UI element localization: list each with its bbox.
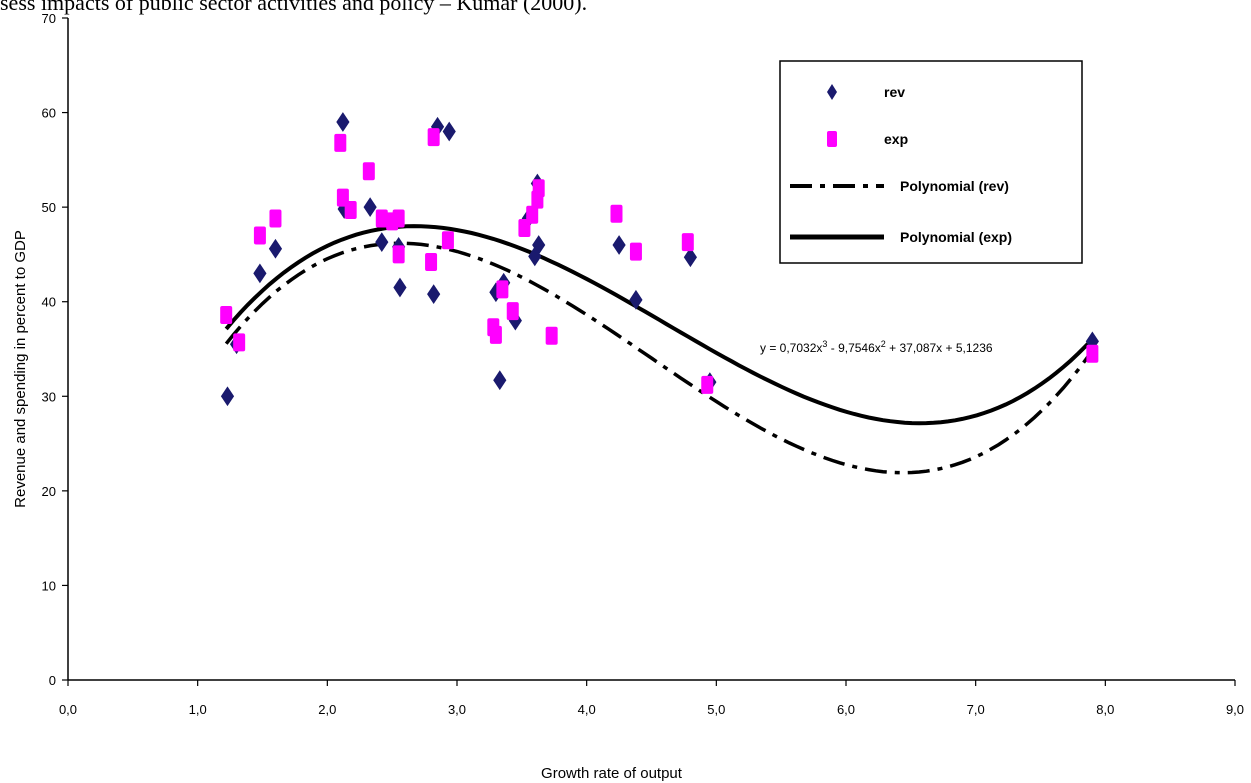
document-header-text: sess impacts of public sector activities… <box>0 0 588 15</box>
x-tick-label: 1,0 <box>189 702 207 717</box>
exp-point <box>489 325 502 344</box>
exp-point <box>526 205 539 224</box>
y-tick-label: 70 <box>42 11 56 26</box>
rev-point <box>683 247 698 268</box>
rev-point <box>393 277 407 298</box>
rev-point <box>375 232 389 253</box>
exp-point <box>375 209 388 228</box>
rev-point <box>442 121 456 142</box>
rev-point <box>253 263 267 284</box>
legend-label: Polynomial (exp) <box>900 229 1012 245</box>
y-tick-label: 20 <box>42 484 56 499</box>
exp-point <box>233 333 246 352</box>
exp-point <box>392 245 405 264</box>
exp-point <box>701 375 714 394</box>
trendline-equation: y = 0,7032x3 - 9,7546x2 + 37,087x + 5,12… <box>760 339 993 355</box>
trendline-rev <box>224 241 1094 475</box>
x-tick-label: 0,0 <box>59 702 77 717</box>
exp-point <box>506 302 519 321</box>
y-tick-label: 40 <box>42 295 56 310</box>
rev-point <box>363 197 377 218</box>
rev-point <box>427 284 441 305</box>
exp-point <box>427 128 440 147</box>
legend-label: exp <box>884 131 908 147</box>
legend-exp-marker <box>827 131 837 147</box>
x-tick-label: 4,0 <box>578 702 596 717</box>
chart-legend: rev exp Polynomial (rev) Polynomial (exp) <box>779 60 1083 264</box>
data-points <box>220 112 1099 407</box>
rev-point <box>493 370 507 391</box>
exp-point <box>545 326 558 345</box>
exp-point <box>532 179 545 198</box>
x-tick-label: 5,0 <box>707 702 725 717</box>
x-tick-label: 7,0 <box>967 702 985 717</box>
exp-point <box>496 280 509 299</box>
exp-point <box>362 162 375 181</box>
trendlines <box>224 224 1094 475</box>
y-tick-label: 50 <box>42 200 56 215</box>
chart-axes: 0,0 1,0 2,0 3,0 4,0 5,0 6,0 7,0 8,0 9,0 0 10 20 30 40 5… <box>42 11 1245 717</box>
exp-point <box>1086 344 1099 363</box>
legend-label: rev <box>884 84 905 100</box>
legend-label: Polynomial (rev) <box>900 178 1009 194</box>
x-tick-label: 9,0 <box>1226 702 1244 717</box>
rev-point <box>336 112 350 132</box>
legend-rev-marker <box>827 84 837 100</box>
rev-point <box>532 235 546 255</box>
rev-point <box>612 235 626 255</box>
y-tick-label: 10 <box>42 578 56 593</box>
x-axis-title: Growth rate of output <box>541 765 683 782</box>
rev-point <box>629 289 643 310</box>
x-tick-label: 8,0 <box>1096 702 1114 717</box>
exp-point <box>392 209 405 228</box>
exp-point <box>425 252 438 271</box>
exp-point <box>629 242 642 261</box>
x-tick-label: 2,0 <box>318 702 336 717</box>
exp-point <box>344 200 357 219</box>
trendline-exp <box>224 224 1094 426</box>
rev-point <box>268 238 283 259</box>
exp-point <box>269 209 282 228</box>
y-tick-label: 30 <box>42 389 56 404</box>
exp-point <box>220 305 233 324</box>
exp-point <box>441 231 454 250</box>
rev-point <box>220 386 235 407</box>
exp-point <box>253 226 266 245</box>
x-tick-label: 3,0 <box>448 702 466 717</box>
y-tick-label: 0 <box>49 673 56 688</box>
x-tick-label: 6,0 <box>837 702 855 717</box>
y-axis-title: Revenue and spending in percent to GDP <box>12 230 29 508</box>
y-tick-label: 60 <box>42 106 56 121</box>
exp-point <box>334 133 347 152</box>
exp-point <box>681 233 694 252</box>
exp-point <box>610 204 623 223</box>
